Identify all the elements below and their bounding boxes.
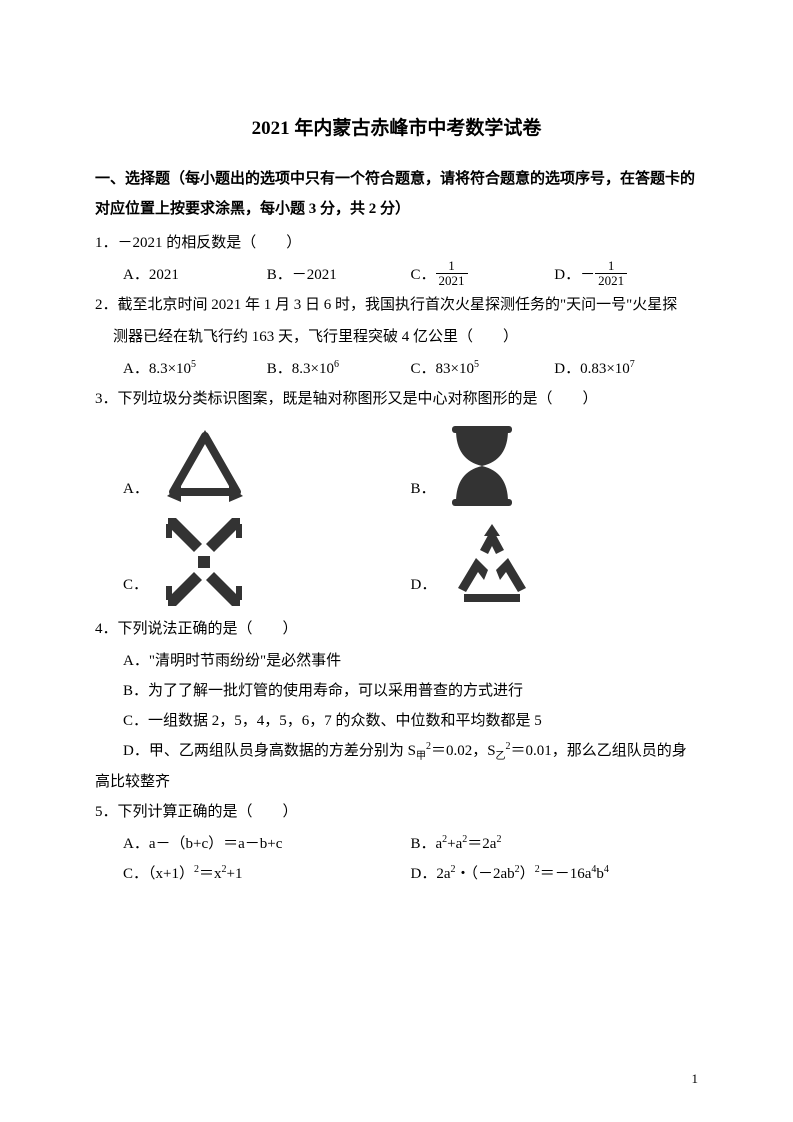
q1-choice-a: A．2021 — [123, 260, 267, 290]
text: B．a — [411, 836, 443, 852]
page-number: 1 — [692, 1066, 699, 1092]
text: C．（x+1） — [123, 866, 194, 882]
q2-choice-c: C．83×105 — [411, 354, 555, 384]
q5-row2: C．（x+1）2＝x2+1 D．2a2・（－2ab2）2＝－16a4b4 — [95, 859, 698, 889]
text: ＝－16a — [540, 866, 592, 882]
numerator: 1 — [595, 259, 627, 274]
numerator: 1 — [436, 259, 468, 274]
q1-choice-b: B．－2021 — [267, 260, 411, 290]
q4-choice-c: C．一组数据 2，5，4，5，6，7 的众数、中位数和平均数都是 5 — [95, 706, 698, 736]
text: ＝2a — [467, 836, 496, 852]
superscript: 2 — [496, 834, 501, 845]
superscript: 5 — [191, 359, 196, 370]
denominator: 2021 — [595, 274, 627, 288]
text: ＝x — [199, 866, 222, 882]
q4-d-pre: D．甲、乙两组队员身高数据的方差分别为 S — [123, 743, 416, 759]
q2-d-text: D．0.83×10 — [554, 361, 630, 377]
q1-d-prefix: D．－ — [554, 267, 595, 283]
q5-choice-c: C．（x+1）2＝x2+1 — [123, 859, 411, 889]
fraction: 12021 — [436, 259, 468, 289]
q2-choice-b: B．8.3×106 — [267, 354, 411, 384]
question-5: 5．下列计算正确的是（ ） — [95, 797, 698, 827]
q3-cell-d: D． — [411, 518, 699, 606]
recycle-triangle-icon — [159, 426, 251, 510]
q3-label-b: B． — [411, 474, 436, 510]
q3-row1: A． B． — [95, 422, 698, 510]
q3-label-a: A． — [123, 474, 149, 510]
subscript: 甲 — [416, 751, 426, 762]
question-3: 3．下列垃圾分类标识图案，既是轴对称图形又是中心对称图形的是（ ） — [95, 384, 698, 414]
q1-choice-c: C．12021 — [411, 260, 555, 290]
question-2-line2: 测器已经在轨飞行约 163 天，飞行里程突破 4 亿公里（ ） — [95, 322, 698, 352]
superscript: 4 — [604, 864, 609, 875]
q4-choice-d: D．甲、乙两组队员身高数据的方差分别为 S甲2＝0.02，S乙2＝0.01，那么… — [95, 736, 698, 767]
text: +a — [447, 836, 462, 852]
superscript: 7 — [630, 359, 635, 370]
q1-c-prefix: C． — [411, 267, 436, 283]
subscript: 乙 — [496, 751, 506, 762]
q2-choice-d: D．0.83×107 — [554, 354, 698, 384]
question-4: 4．下列说法正确的是（ ） — [95, 614, 698, 644]
q2-c-text: C．83×10 — [411, 361, 474, 377]
superscript: 5 — [474, 359, 479, 370]
q1-choice-d: D．－12021 — [554, 260, 698, 290]
text: b — [596, 866, 604, 882]
q3-cell-b: B． — [411, 422, 699, 510]
q4-d-end: ＝0.01，那么乙组队员的身 — [511, 743, 687, 759]
q2-choices: A．8.3×105 B．8.3×106 C．83×105 D．0.83×107 — [95, 354, 698, 384]
q4-choice-b: B．为了了解一批灯管的使用寿命，可以采用普查的方式进行 — [95, 676, 698, 706]
q2-a-text: A．8.3×10 — [123, 361, 191, 377]
q3-cell-c: C． — [123, 518, 411, 606]
hourglass-icon — [446, 422, 518, 510]
text: D．2a — [411, 866, 451, 882]
q4-d-mid: ＝0.02，S — [431, 743, 496, 759]
text: ） — [520, 866, 535, 882]
q5-choice-b: B．a2+a2＝2a2 — [411, 829, 699, 859]
q2-choice-a: A．8.3×105 — [123, 354, 267, 384]
cross-arrows-icon — [158, 518, 250, 606]
q4-choice-d-line2: 高比较整齐 — [95, 767, 698, 797]
q3-row2: C． D． — [95, 518, 698, 606]
section-1-header: 一、选择题（每小题出的选项中只有一个符合题意，请将符合题意的选项序号，在答题卡的… — [95, 164, 698, 224]
q3-cell-a: A． — [123, 422, 411, 510]
question-1: 1．－2021 的相反数是（ ） — [95, 228, 698, 258]
q5-choice-a: A．a－（b+c）＝a－b+c — [123, 829, 411, 859]
q5-choice-d: D．2a2・（－2ab2）2＝－16a4b4 — [411, 859, 699, 889]
superscript: 6 — [334, 359, 339, 370]
q1-choices: A．2021 B．－2021 C．12021 D．－12021 — [95, 260, 698, 290]
fraction: 12021 — [595, 259, 627, 289]
q3-label-d: D． — [411, 570, 437, 606]
q3-label-c: C． — [123, 570, 148, 606]
q2-b-text: B．8.3×10 — [267, 361, 334, 377]
text: +1 — [226, 866, 242, 882]
text: ・（－2ab — [456, 866, 515, 882]
question-2-line1: 2．截至北京时间 2021 年 1 月 3 日 6 时，我国执行首次火星探测任务… — [95, 290, 698, 320]
exam-title: 2021 年内蒙古赤峰市中考数学试卷 — [95, 110, 698, 148]
denominator: 2021 — [436, 274, 468, 288]
q5-row1: A．a－（b+c）＝a－b+c B．a2+a2＝2a2 — [95, 829, 698, 859]
q4-choice-a: A．"清明时节雨纷纷"是必然事件 — [95, 646, 698, 676]
recycle-triangle-alt-icon — [446, 522, 538, 606]
